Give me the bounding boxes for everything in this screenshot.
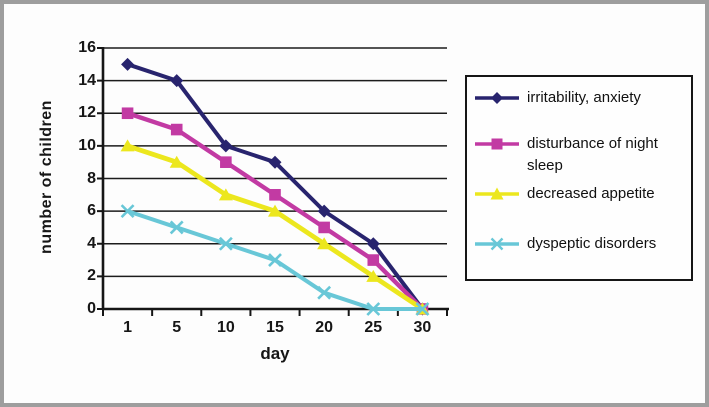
legend-item: dyspeptic disorders <box>473 233 685 255</box>
series-line <box>126 62 425 311</box>
x-tick-label: 10 <box>216 319 235 336</box>
y-tick-label: 14 <box>78 71 96 89</box>
marker-x-icon <box>169 220 184 235</box>
y-axis-title: number of children <box>38 100 55 254</box>
y-tick-label: 6 <box>87 202 96 220</box>
marker-square-icon <box>121 107 134 120</box>
marker-triangle-icon <box>169 155 184 168</box>
marker-triangle-icon <box>268 204 282 217</box>
y-tick-label: 12 <box>78 104 96 122</box>
legend-item-label: decreased appetite <box>527 185 655 202</box>
legend-marker-triangle-icon <box>475 187 519 200</box>
y-tick-label: 0 <box>87 300 96 317</box>
legend-item: disturbance of night sleep <box>473 133 685 177</box>
x-tick-label: 25 <box>364 319 383 336</box>
x-axis-title: day <box>260 344 290 363</box>
marker-triangle-icon <box>317 237 332 250</box>
marker-x-icon <box>415 302 430 316</box>
marker-diamond-icon <box>121 57 135 71</box>
y-tick-label: 4 <box>87 234 96 252</box>
legend-item-label: dyspeptic disorders <box>527 235 657 252</box>
x-tick-label: 20 <box>315 319 334 336</box>
marker-x-icon <box>218 236 233 251</box>
legend-item: irritability, anxiety <box>473 87 685 109</box>
y-tick-label: 2 <box>87 267 96 285</box>
marker-x-icon <box>120 204 135 219</box>
legend-marker-diamond-icon <box>475 92 519 104</box>
x-tick-label: 5 <box>172 319 182 336</box>
legend: irritability, anxiety disturbance of nigh… <box>465 75 693 281</box>
marker-triangle-icon <box>366 269 381 282</box>
marker-diamond-icon <box>317 204 331 218</box>
marker-x-icon <box>366 302 381 316</box>
marker-square-icon <box>318 221 330 234</box>
series-irritability-anxiety <box>126 62 425 311</box>
legend-marker-square-icon <box>475 138 519 150</box>
marker-diamond-icon <box>219 139 233 153</box>
marker-triangle-icon <box>218 188 233 201</box>
legend-item-label: disturbance of night sleep <box>527 135 658 174</box>
marker-diamond-icon <box>170 74 184 88</box>
x-tick-label: 1 <box>123 319 133 336</box>
y-tick-label: 8 <box>87 169 96 187</box>
marker-x-icon <box>317 285 332 300</box>
legend-item-label: irritability, anxiety <box>527 89 641 106</box>
marker-square-icon <box>220 156 232 168</box>
legend-marker-x-icon <box>475 237 519 251</box>
legend-item: decreased appetite <box>473 183 685 205</box>
line-chart-plot-area <box>97 47 449 316</box>
marker-square-icon <box>367 254 380 266</box>
marker-diamond-icon <box>366 237 380 251</box>
marker-triangle-icon <box>120 139 135 152</box>
marker-square-icon <box>170 123 183 136</box>
marker-square-icon <box>269 189 281 201</box>
y-tick-label: 16 <box>78 39 96 56</box>
x-tick-label: 30 <box>413 319 432 336</box>
marker-x-icon <box>268 253 282 267</box>
y-tick-label: 10 <box>78 136 96 154</box>
x-tick-label: 15 <box>266 319 284 336</box>
marker-diamond-icon <box>268 155 282 169</box>
